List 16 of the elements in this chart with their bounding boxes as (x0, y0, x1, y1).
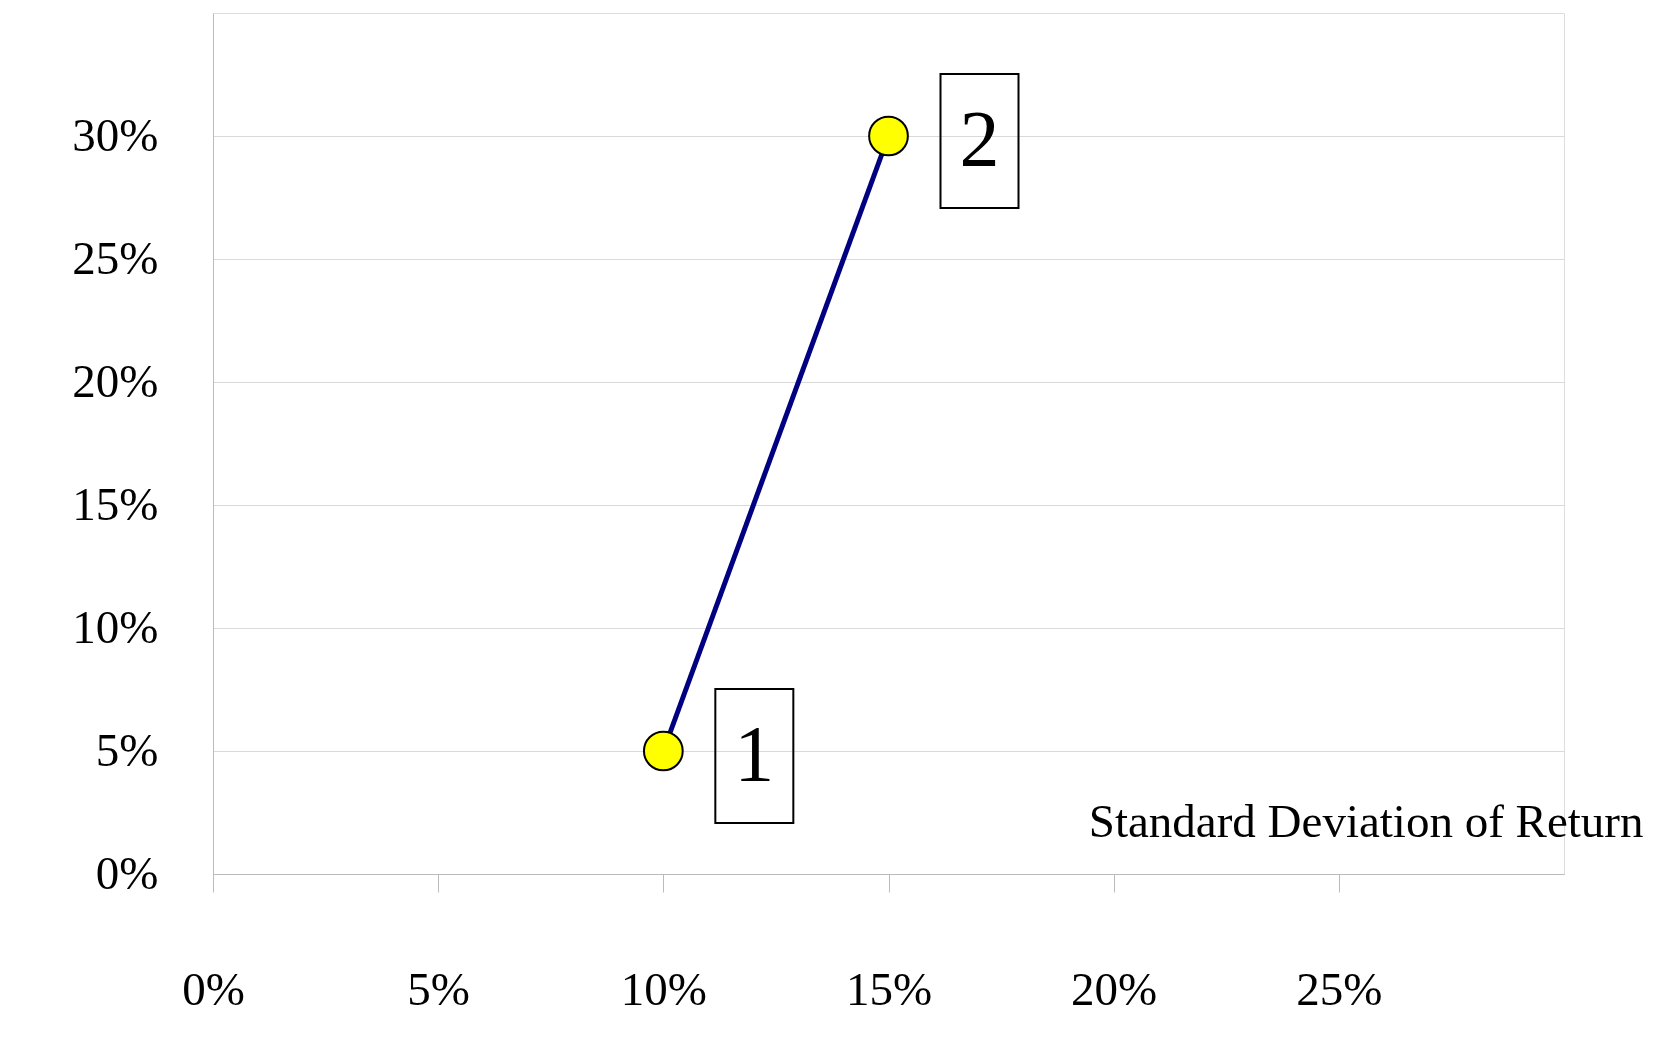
y-tick-label: 25% (72, 231, 159, 284)
y-tick-label: 10% (72, 600, 159, 653)
x-tick-label: 0% (182, 962, 245, 1015)
y-tick-label: 5% (95, 723, 159, 776)
y-tick-label: 20% (72, 354, 159, 407)
x-tick-label: 5% (407, 962, 470, 1015)
y-tick-label: 15% (72, 477, 159, 530)
x-tick-label: 20% (1071, 962, 1158, 1015)
x-tick-label: 25% (1296, 962, 1383, 1015)
x-axis-title: Standard Deviation of Return (1088, 794, 1644, 847)
y-tick-label: 30% (72, 108, 159, 161)
y-tick-label: 0% (95, 846, 159, 899)
x-tick-label: 10% (620, 962, 707, 1015)
annotation: 2 (959, 95, 1000, 183)
annotation: 1 (734, 710, 775, 798)
x-tick-label: 15% (845, 962, 933, 1015)
